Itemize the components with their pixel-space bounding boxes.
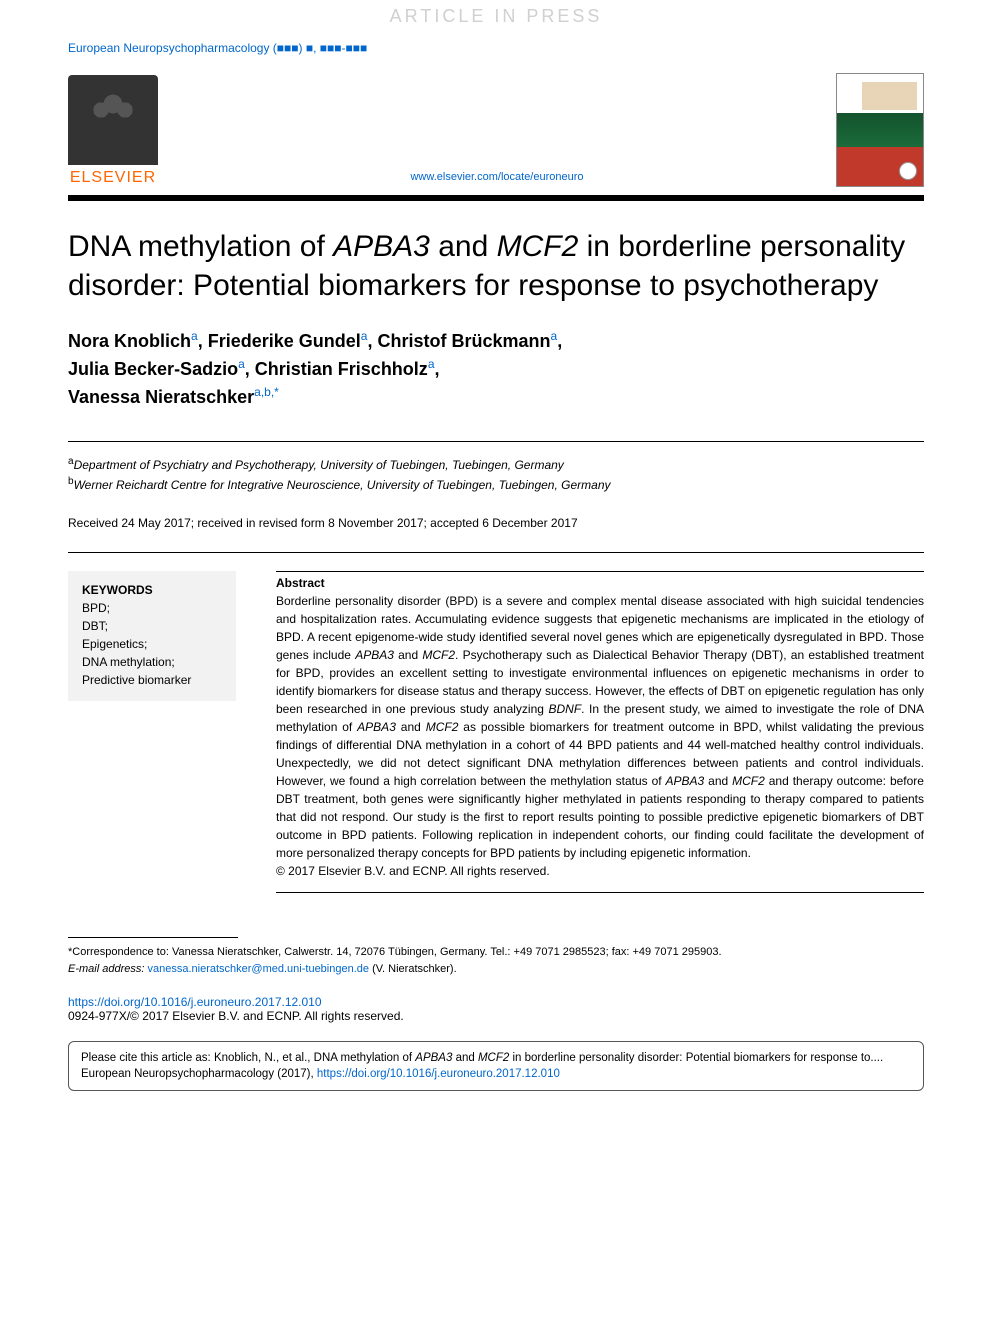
issn-copyright: 0924-977X/© 2017 Elsevier B.V. and ECNP.… [68,1009,924,1041]
keyword-item: Epigenetics; [82,635,222,653]
gene-name: APBA3 [357,720,396,734]
in-press-watermark: ARTICLE IN PRESS [0,0,992,33]
author: Christian Frischholz [255,359,428,379]
gene-name: MCF2 [732,774,765,788]
keyword-item: DBT; [82,617,222,635]
gene-name: BDNF [548,702,581,716]
publisher-name: ELSEVIER [70,169,156,187]
author-affiliation-sup: a [361,329,368,343]
abstract-text: Borderline personality disorder (BPD) is… [276,592,924,880]
journal-meta-line: European Neuropsychopharmacology (■■■) ■… [68,33,924,73]
citation-doi-link[interactable]: https://doi.org/10.1016/j.euroneuro.2017… [317,1068,560,1080]
doi-link[interactable]: https://doi.org/10.1016/j.euroneuro.2017… [68,979,924,1009]
keywords-box: KEYWORDS BPD;DBT;Epigenetics;DNA methyla… [68,571,236,701]
citation-text: and [452,1052,478,1064]
title-text: DNA methylation of [68,230,333,263]
author: Vanessa Nieratschker [68,387,254,407]
abstract-column: Abstract Borderline personality disorder… [236,571,924,897]
email-label: E-mail address: [68,963,147,975]
publisher-logo[interactable]: ELSEVIER [68,75,158,187]
author-affiliation-sup: a [428,357,435,371]
title-text: and [430,230,497,263]
title-gene-1: APBA3 [333,230,430,263]
header-row: ELSEVIER www.elsevier.com/locate/euroneu… [68,73,924,195]
journal-cover-thumbnail[interactable] [836,73,924,187]
abstract-top-rule [276,571,924,572]
citation-gene-1: APBA3 [415,1052,452,1064]
affiliation-line: aDepartment of Psychiatry and Psychother… [68,454,924,474]
journal-url-link[interactable]: www.elsevier.com/locate/euroneuro [158,171,836,187]
author: Christof Brückmann [377,331,550,351]
author-affiliation-sup: a [191,329,198,343]
keywords-heading: KEYWORDS [82,583,222,599]
author-affiliation-sup: a [551,329,558,343]
affiliations: aDepartment of Psychiatry and Psychother… [68,442,924,506]
abstract-heading: Abstract [276,576,924,592]
gene-name: APBA3 [666,774,705,788]
author-affiliation-sup: a [238,357,245,371]
keywords-list: BPD;DBT;Epigenetics;DNA methylation;Pred… [82,599,222,689]
citation-text: Please cite this article as: Knoblich, N… [81,1052,415,1064]
authors-list: Nora Knoblicha, Friederike Gundela, Chri… [68,327,924,441]
correspondence-text: Vanessa Nieratschker, Calwerstr. 14, 720… [169,946,722,958]
author: Friederike Gundel [208,331,361,351]
correspondence-block: *Correspondence to: Vanessa Nieratschker… [68,938,924,979]
gene-name: MCF2 [426,720,459,734]
keyword-item: Predictive biomarker [82,671,222,689]
gene-name: APBA3 [355,648,394,662]
abstract-bottom-rule [276,892,924,893]
correspondence-label: *Correspondence to: [68,946,169,958]
author: Nora Knoblich [68,331,191,351]
page-container: European Neuropsychopharmacology (■■■) ■… [0,33,992,1091]
correspondence-email-link[interactable]: vanessa.nieratschker@med.uni-tuebingen.d… [147,963,369,975]
keyword-item: BPD; [82,599,222,617]
author-affiliation-sup: a,b,* [254,385,279,399]
citation-gene-2: MCF2 [478,1052,509,1064]
article-dates: Received 24 May 2017; received in revise… [68,506,924,552]
title-gene-2: MCF2 [497,230,579,263]
email-suffix: (V. Nieratschker). [369,963,457,975]
gene-name: MCF2 [422,648,455,662]
author: Julia Becker-Sadzio [68,359,238,379]
abstract-copyright: © 2017 Elsevier B.V. and ECNP. All right… [276,864,550,878]
content-row: KEYWORDS BPD;DBT;Epigenetics;DNA methyla… [68,553,924,897]
citation-box: Please cite this article as: Knoblich, N… [68,1041,924,1091]
article-title: DNA methylation of APBA3 and MCF2 in bor… [68,201,924,327]
elsevier-tree-icon [68,75,158,165]
affiliation-line: bWerner Reichardt Centre for Integrative… [68,474,924,494]
keyword-item: DNA methylation; [82,653,222,671]
